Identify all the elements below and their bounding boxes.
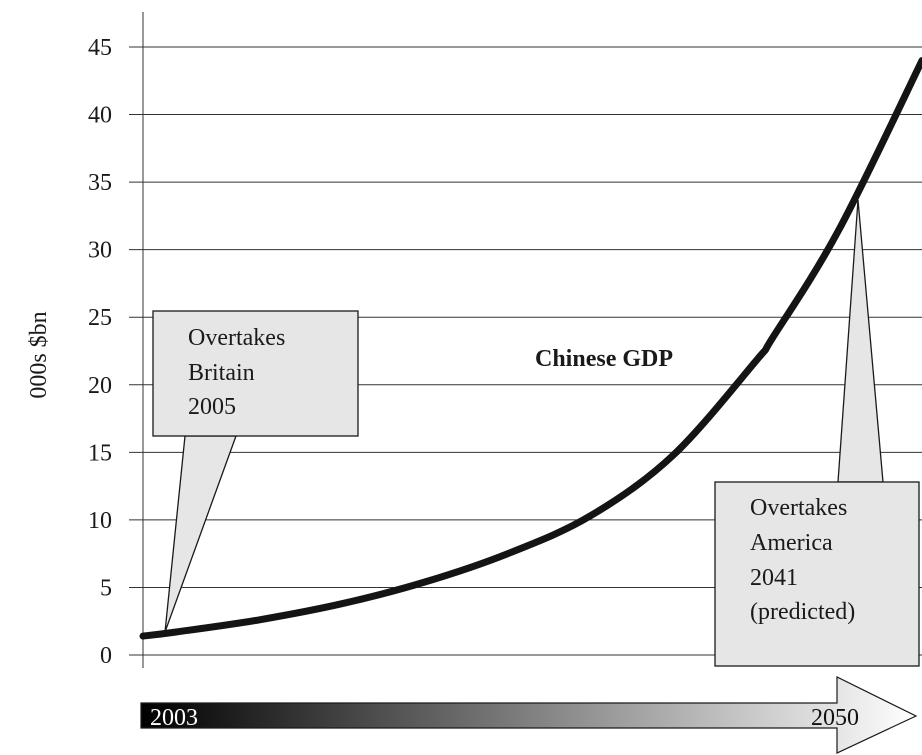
callout-britain-line-2: Britain — [188, 360, 255, 386]
y-tick-label-20: 20 — [88, 373, 112, 399]
y-tick-labels: 0 5 10 15 20 25 30 35 40 45 — [88, 35, 112, 669]
callout-britain-line-1: Overtakes — [188, 325, 285, 351]
callouts: Overtakes Britain 2005 Overtakes America… — [152, 199, 920, 667]
y-tick-label-40: 40 — [88, 103, 112, 129]
callout-britain-pointer — [164, 435, 237, 633]
timeline-arrow: 2003 2050 — [140, 676, 918, 754]
y-tick-label-30: 30 — [88, 238, 112, 264]
y-tick-label-45: 45 — [88, 35, 112, 61]
callout-britain-line-3: 2005 — [188, 394, 236, 420]
y-tick-label-25: 25 — [88, 305, 112, 331]
timeline-end-label: 2050 — [811, 705, 859, 731]
series-label-chinese-gdp: Chinese GDP — [535, 346, 673, 372]
y-tick-label-35: 35 — [88, 170, 112, 196]
y-tick-label-10: 10 — [88, 508, 112, 534]
y-tick-label-5: 5 — [100, 575, 112, 601]
callout-britain-box — [152, 310, 359, 437]
timeline-arrow-shape — [140, 676, 918, 754]
callout-america: Overtakes America 2041 (predicted) — [714, 199, 920, 667]
chinese-gdp-line — [139, 57, 922, 640]
callout-america-box — [714, 481, 920, 667]
callout-america-pointer — [837, 199, 884, 483]
callout-britain: Overtakes Britain 2005 — [152, 310, 359, 633]
callout-america-line-2: America — [750, 530, 833, 556]
callout-america-line-3: 2041 — [750, 565, 798, 591]
y-tick-label-0: 0 — [100, 643, 112, 669]
y-axis-label: 000s $bn — [26, 311, 52, 398]
y-tick-label-15: 15 — [88, 440, 112, 466]
callout-america-line-1: Overtakes — [750, 495, 847, 521]
timeline-start-label: 2003 — [150, 705, 198, 731]
callout-america-line-4: (predicted) — [750, 599, 855, 625]
